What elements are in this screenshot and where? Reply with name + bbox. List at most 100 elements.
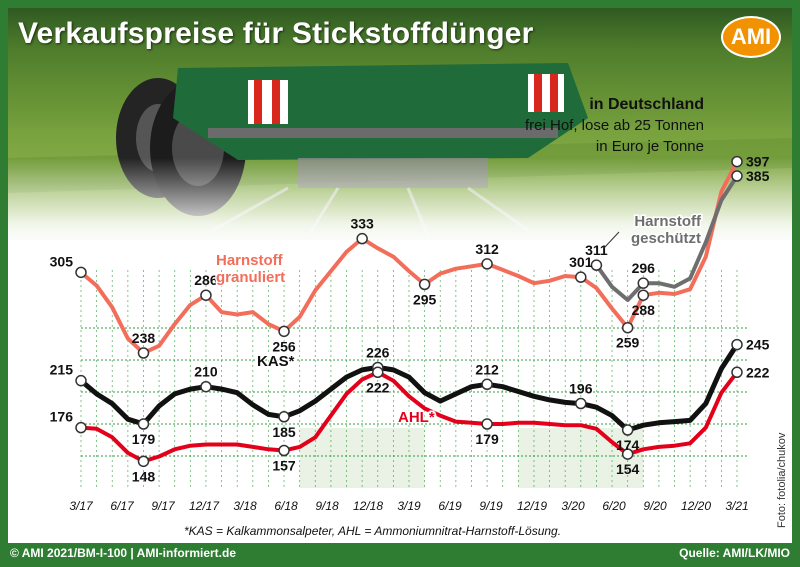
photo-credit: Foto: fotolia/chukov [776,432,788,528]
data-label: 196 [569,381,593,397]
data-marker [356,232,368,245]
data-label: 174 [616,437,640,453]
x-tick-label: 12/17 [189,499,220,513]
data-label: 301 [569,254,593,270]
logo-text: AMI [730,24,772,49]
data-marker [481,418,493,430]
data-marker [590,259,603,271]
data-marker [75,421,87,434]
data-marker [278,325,290,338]
x-tick-label: 3/21 [725,499,748,513]
x-tick-label: 9/18 [315,499,339,513]
data-label: 176 [50,409,74,425]
data-label: 288 [632,302,656,318]
data-label: 312 [475,241,499,257]
data-label: 305 [50,253,74,269]
x-tick-label: 3/20 [561,499,585,513]
x-tick-label: 9/19 [479,499,503,513]
x-tick-label: 6/19 [438,499,462,513]
label-leader-line [603,231,620,249]
data-label: 215 [50,362,74,378]
data-marker [75,374,87,387]
data-marker [200,380,212,393]
x-tick-label: 12/19 [517,499,547,513]
footnote: *KAS = Kalkammonsalpeter, AHL = Ammonium… [184,524,562,538]
series-line-harnstoff [79,159,739,355]
data-label: 245 [746,337,770,353]
chart-subtitle: in Deutschland frei Hof, lose ab 25 Tonn… [525,94,704,157]
series-line-harnstoff_geschuetzt [594,174,739,302]
data-label: 185 [272,424,296,440]
data-label: 148 [132,468,156,484]
subtitle-delivery: frei Hof, lose ab 25 Tonnen [524,117,704,134]
data-label: 154 [616,461,640,477]
data-marker [731,155,743,168]
data-label: 295 [413,291,437,307]
data-label: 296 [632,260,656,276]
data-label: 210 [194,364,218,380]
data-marker [575,271,587,283]
data-label: 259 [616,335,640,351]
data-marker [481,258,493,270]
infographic-panel: 305 238 286 256 333 295 312 301 259 288 397 311 296 3… [8,8,792,543]
data-label: 385 [746,168,770,184]
data-marker [637,289,650,301]
series-label-harnstoff: granuliert [216,269,285,286]
data-label: 333 [350,216,374,232]
shaded-band [518,428,644,488]
x-tick-label: 3/17 [69,499,94,513]
series-label-harnstoff_geschuetzt: Harnstoff [634,213,702,230]
gridlines [80,270,749,490]
data-marker [137,347,150,359]
data-marker [621,321,634,334]
x-axis-ticks: 3/17 6/17 9/17 12/17 3/18 6/18 9/18 12/18 3/19 6/… [69,499,748,513]
series-label-harnstoff_geschuetzt: geschützt [631,230,701,247]
ami-logo: AMI [721,16,781,58]
x-tick-label: 12/18 [353,499,383,513]
data-label: 179 [475,431,499,447]
data-marker [637,277,650,289]
x-tick-label: 12/20 [681,499,711,513]
data-marker [575,397,587,410]
footer-source: Quelle: AMI/LK/MIO [679,546,790,560]
data-label: 226 [366,344,390,360]
data-marker [481,378,493,391]
x-tick-label: 3/18 [233,499,257,513]
series-label-harnstoff: Harnstoff [216,252,284,269]
data-labels: 305 238 286 256 333 295 312 301 259 288 397 311 296 3… [50,154,770,485]
data-label: 311 [585,242,608,258]
series-label-kas: KAS* [257,353,295,370]
x-tick-label: 9/17 [151,499,176,513]
data-marker [75,266,87,279]
data-label: 256 [272,338,296,354]
data-marker [278,411,290,423]
subtitle-region: in Deutschland [589,96,704,113]
data-label: 212 [475,361,499,377]
data-marker [418,278,431,291]
data-marker [278,444,290,457]
data-marker [731,170,743,182]
x-tick-label: 6/18 [274,499,298,513]
subtitle-unit: in Euro je Tonne [595,138,704,155]
series-label-ahl: AHL* [398,409,435,426]
data-marker [372,366,384,379]
data-marker [621,424,634,436]
data-marker [731,366,743,379]
data-label: 238 [132,330,156,346]
x-tick-label: 6/17 [110,499,135,513]
x-tick-label: 3/19 [397,499,421,513]
data-marker [137,418,150,430]
data-label: 222 [366,379,390,395]
data-marker [137,455,150,468]
data-label: 286 [194,272,218,288]
page-title: Verkaufspreise für Stickstoffdünger [18,17,534,50]
data-marker [200,289,212,301]
x-tick-label: 9/20 [643,499,667,513]
data-marker [731,338,743,351]
shaded-band [299,428,425,488]
data-label: 222 [746,364,770,380]
data-label: 157 [272,458,296,474]
data-marker [621,448,634,460]
background-photo [8,8,792,240]
